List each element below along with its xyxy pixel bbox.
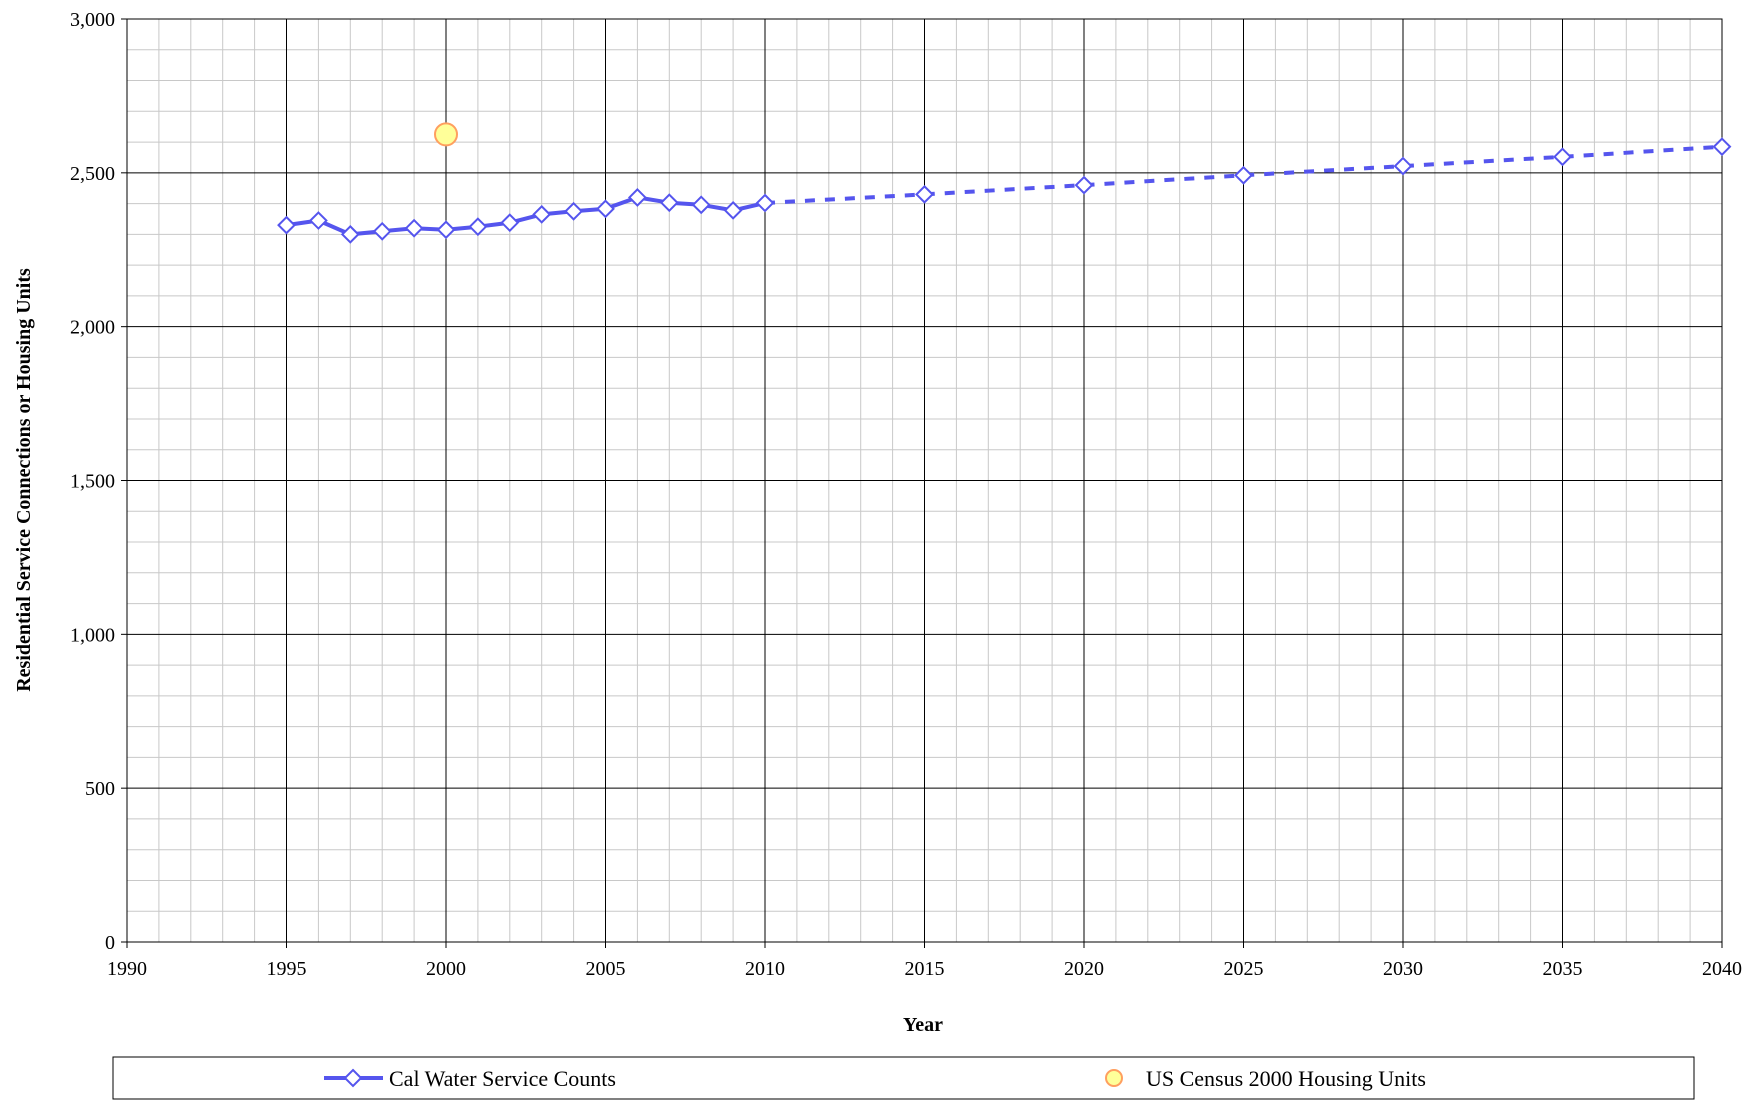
historical-data-point: [500, 213, 520, 233]
major-gridlines: [127, 19, 1722, 942]
projected-data-point: [1712, 137, 1732, 157]
projected-data-point: [1393, 156, 1413, 176]
x-tick-label: 2010: [745, 958, 785, 980]
census-data-point: [434, 122, 458, 147]
legend-entry-cal-water: Cal Water Service Counts: [324, 1066, 616, 1091]
historical-data-point: [564, 201, 584, 221]
y-tick-label: 500: [85, 778, 115, 800]
diamond-marker-icon: [343, 1068, 363, 1088]
projected-data-point: [1553, 147, 1572, 167]
x-tick-label: 2035: [1543, 958, 1583, 980]
x-tick-label: 2000: [426, 958, 466, 980]
legend-label-cal-water: Cal Water Service Counts: [389, 1066, 616, 1091]
historical-data-point: [277, 215, 296, 235]
historical-data-point: [691, 195, 711, 215]
axis-tick-marks: [121, 18, 1723, 948]
projected-data-point: [1074, 175, 1094, 195]
historical-data-point: [532, 204, 552, 224]
historical-data-point: [468, 217, 488, 237]
y-axis-title: Residential Service Connections or Housi…: [13, 268, 35, 692]
legend-entry-us-census: US Census 2000 Housing Units: [1105, 1066, 1426, 1091]
projected-data-point: [915, 184, 934, 204]
y-tick-label: 2,000: [70, 317, 115, 339]
y-tick-label: 1,000: [70, 624, 115, 646]
x-axis-title: Year: [903, 1014, 943, 1036]
series-layer: [277, 122, 1732, 244]
y-tick-label: 2,500: [70, 163, 115, 185]
legend-box: [112, 1056, 1695, 1100]
historical-data-point: [659, 193, 679, 213]
y-tick-label: 3,000: [70, 9, 115, 31]
historical-data-point: [436, 220, 456, 240]
x-tick-label: 2020: [1064, 958, 1104, 980]
y-tick-label: 0: [105, 932, 115, 954]
historical-data-point: [596, 199, 615, 219]
x-axis-tick-labels: 1990 1995 2000 2005 2010 2015 2020 2025 2030 2035…: [107, 958, 1742, 980]
x-tick-label: 2040: [1702, 958, 1742, 980]
historical-data-point: [627, 188, 647, 207]
x-tick-label: 2005: [586, 958, 626, 980]
historical-series-line: [286, 195, 766, 237]
circle-marker-icon: [1105, 1069, 1123, 1087]
historical-data-point: [372, 221, 392, 241]
y-axis-tick-labels: 0 500 1,000 1,500 2,000 2,500 3,000: [70, 9, 115, 954]
x-tick-label: 2030: [1383, 958, 1423, 980]
historical-data-point: [404, 218, 424, 238]
x-tick-label: 2025: [1224, 958, 1264, 980]
historical-data-point: [723, 200, 743, 220]
historical-data-point: [755, 193, 775, 213]
legend: Cal Water Service Counts US Census 2000 …: [112, 1056, 1695, 1100]
projected-data-point: [1234, 165, 1253, 185]
x-tick-label: 1995: [267, 958, 307, 980]
historical-data-point: [308, 211, 328, 230]
y-tick-label: 1,500: [70, 471, 115, 493]
x-tick-label: 1990: [107, 958, 147, 980]
legend-label-us-census: US Census 2000 Housing Units: [1146, 1066, 1426, 1091]
historical-data-point: [340, 224, 360, 244]
x-tick-label: 2015: [905, 958, 945, 980]
